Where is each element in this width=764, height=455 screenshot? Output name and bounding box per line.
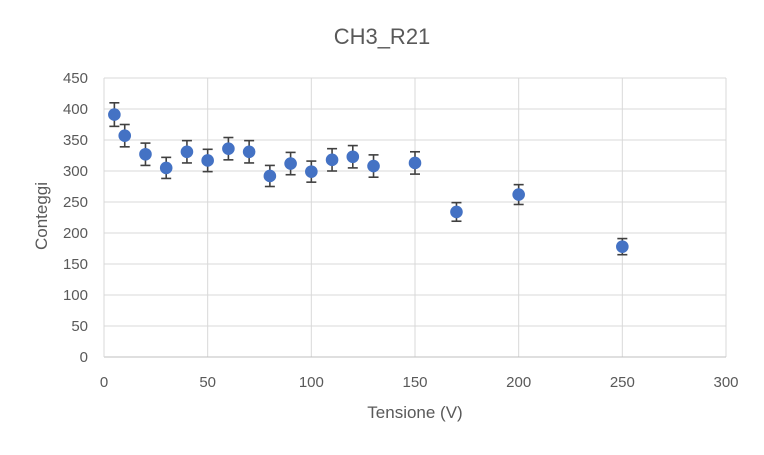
data-point xyxy=(201,154,214,167)
x-tick-label: 50 xyxy=(199,374,216,391)
y-tick-label: 250 xyxy=(63,194,88,211)
data-point xyxy=(325,153,339,167)
x-axis-title: Tensione (V) xyxy=(367,403,462,422)
data-point xyxy=(284,157,297,170)
data-point xyxy=(305,165,318,178)
data-point xyxy=(242,145,256,159)
data-point xyxy=(450,205,463,219)
y-axis-title: Conteggi xyxy=(32,182,51,250)
y-tick-label: 150 xyxy=(63,256,88,273)
data-point xyxy=(367,159,380,173)
data-point xyxy=(616,240,629,253)
axes xyxy=(103,78,726,358)
x-tick-label: 0 xyxy=(100,374,108,391)
data-point xyxy=(263,169,277,183)
data-point xyxy=(159,161,173,175)
data-point xyxy=(180,145,194,159)
data-point xyxy=(108,108,121,121)
y-tick-label: 300 xyxy=(63,163,88,180)
data-point xyxy=(346,150,360,164)
data-point xyxy=(222,142,235,155)
x-tick-label: 200 xyxy=(506,374,531,391)
data-point xyxy=(408,156,422,170)
data-point xyxy=(139,147,152,161)
x-tick-labels: 0 50 100 150 200 250 300 xyxy=(100,374,739,391)
y-tick-label: 100 xyxy=(63,287,88,304)
data-points xyxy=(108,108,629,253)
data-point xyxy=(512,188,525,201)
x-tick-label: 300 xyxy=(713,374,738,391)
x-tick-label: 150 xyxy=(402,374,427,391)
y-tick-labels: 0 50 100 150 200 250 300 350 400 450 xyxy=(63,70,88,366)
x-tick-label: 100 xyxy=(299,374,324,391)
y-tick-label: 400 xyxy=(63,101,88,118)
y-tick-label: 50 xyxy=(71,318,88,335)
grid-lines xyxy=(104,77,727,357)
y-tick-label: 450 xyxy=(63,70,88,87)
chart-title: CH3_R21 xyxy=(334,24,431,49)
x-tick-label: 250 xyxy=(610,374,635,391)
y-tick-label: 0 xyxy=(80,349,88,366)
error-bars xyxy=(109,102,628,256)
data-point xyxy=(118,129,132,142)
y-tick-label: 200 xyxy=(63,225,88,242)
y-tick-label: 350 xyxy=(63,132,88,149)
